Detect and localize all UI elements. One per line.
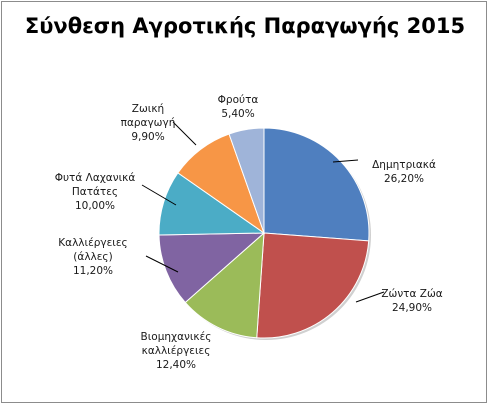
pie-slice-7 bbox=[228, 127, 265, 234]
slice-value-label-2: 24,90% bbox=[392, 302, 432, 314]
slice-category-label-4: (άλλες) bbox=[73, 251, 112, 263]
leader-line-1 bbox=[332, 159, 359, 163]
slice-category-label-6: παραγωγή bbox=[121, 117, 176, 129]
slice-value-label-7: 5,40% bbox=[221, 108, 254, 120]
slice-value-label-1: 26,20% bbox=[384, 173, 424, 185]
slice-value-label-6: 9,90% bbox=[131, 131, 164, 143]
pie-slice-3 bbox=[184, 231, 265, 339]
leader-line-2 bbox=[355, 291, 385, 303]
slice-category-label-5: Φυτά Λαχανικά bbox=[55, 172, 136, 184]
leader-line-6 bbox=[172, 121, 197, 146]
pie-slice-2 bbox=[256, 232, 370, 339]
slice-category-label-2: Ζώντα Ζώα bbox=[381, 288, 442, 300]
slice-category-label-5: Πατάτες bbox=[72, 186, 118, 198]
slice-value-label-4: 11,20% bbox=[73, 265, 113, 277]
pie-slice-4 bbox=[158, 232, 266, 304]
slice-category-label-3: Βιομηχανικές bbox=[141, 331, 212, 343]
slice-category-label-3: καλλιέργειες bbox=[142, 345, 211, 357]
slice-category-label-6: Ζωική bbox=[132, 103, 164, 115]
slice-value-label-5: 10,00% bbox=[75, 200, 115, 212]
slice-value-label-3: 12,40% bbox=[156, 359, 196, 371]
leader-line-4 bbox=[145, 255, 179, 273]
chart-title: Σύνθεση Αγροτικής Παραγωγής 2015 bbox=[24, 14, 466, 38]
slice-category-label-7: Φρούτα bbox=[218, 94, 259, 106]
slice-category-label-4: Καλλιέργειες bbox=[58, 237, 127, 249]
slice-category-label-1: Δημητριακά bbox=[372, 159, 436, 171]
pie-slice-1 bbox=[263, 127, 370, 242]
leader-line-5 bbox=[141, 184, 177, 206]
